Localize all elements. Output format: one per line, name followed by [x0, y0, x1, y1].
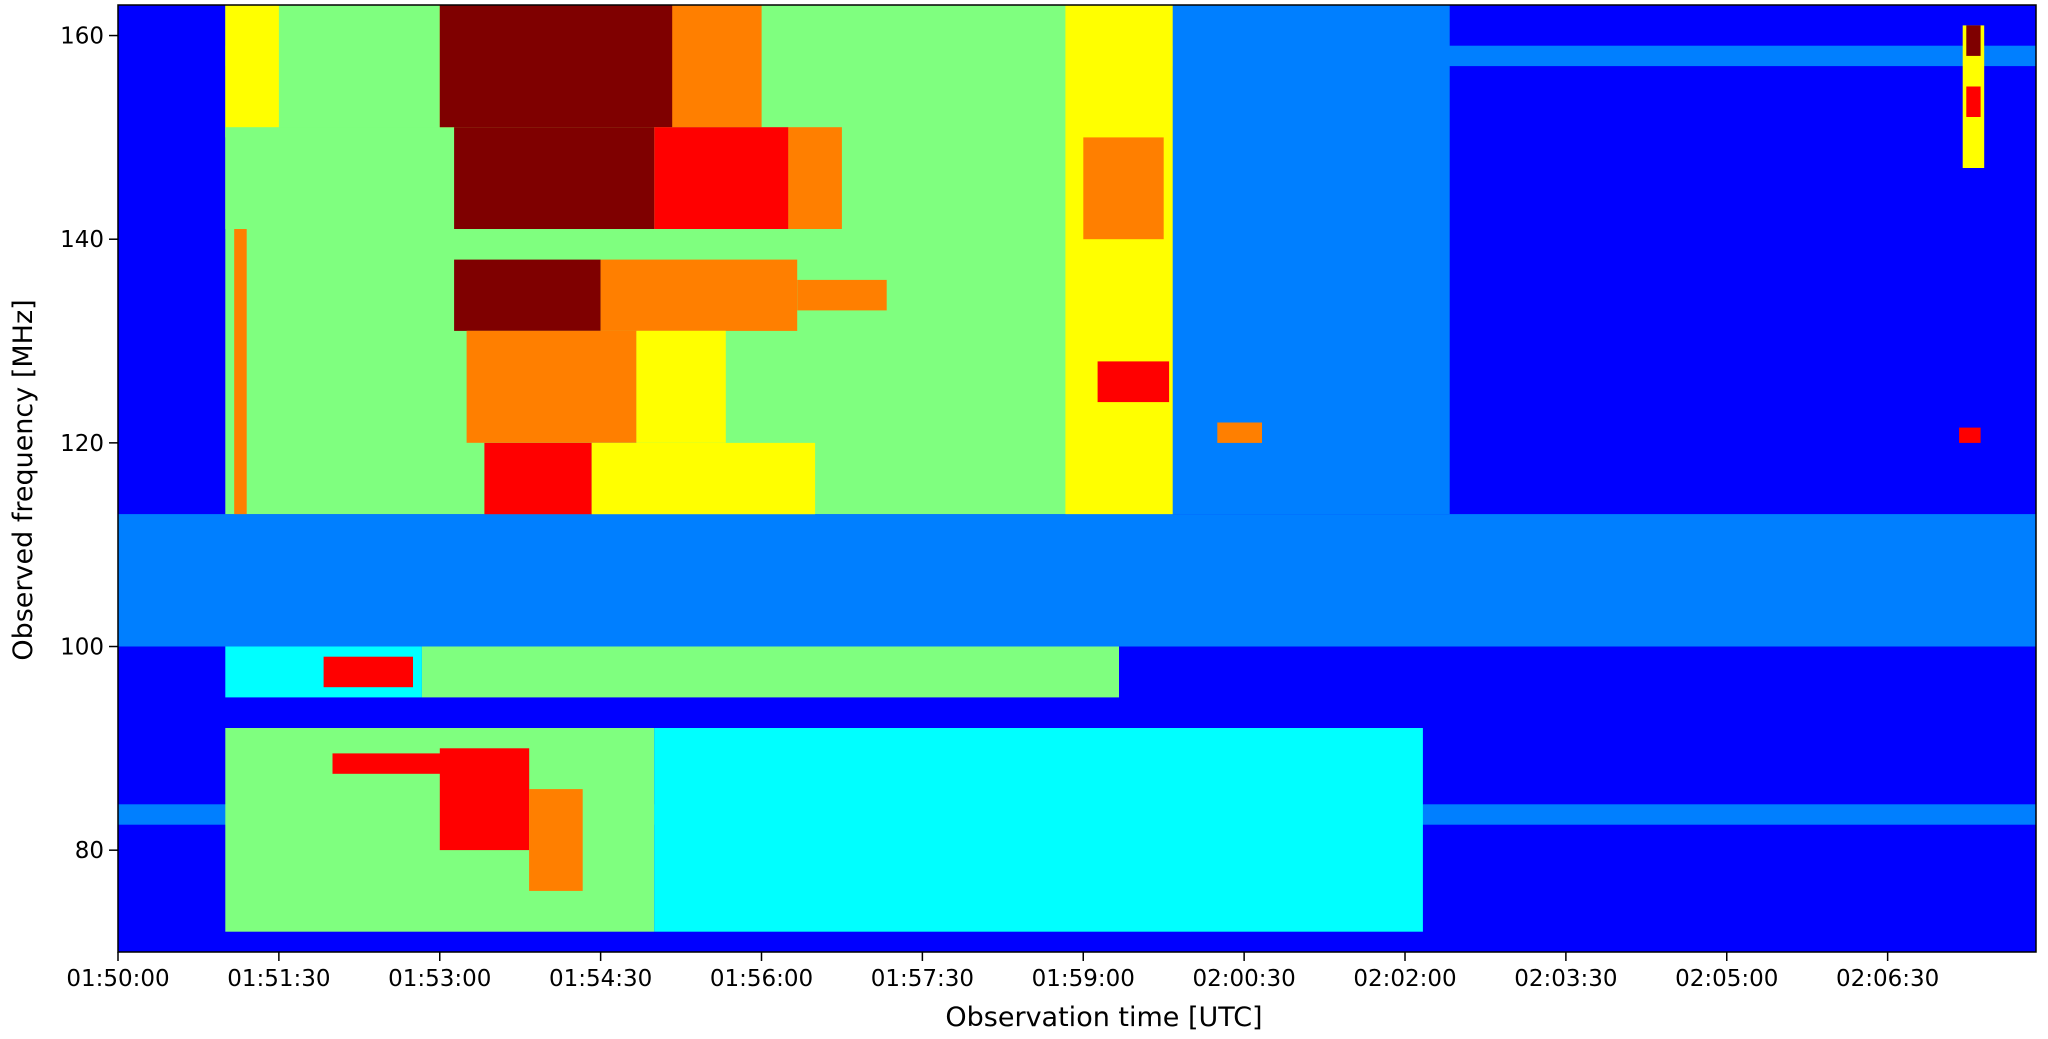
- emission-region: [788, 127, 842, 229]
- x-tick-label: 01:50:00: [66, 966, 169, 992]
- emission-region: [484, 442, 592, 515]
- x-tick-label: 01:51:30: [227, 966, 330, 992]
- y-tick-label: 100: [60, 635, 104, 661]
- x-axis-label: Observation time [UTC]: [945, 1002, 1262, 1033]
- x-tick-label: 01:57:30: [871, 966, 974, 992]
- emission-region: [1065, 5, 1173, 515]
- emission-region: [1966, 86, 1981, 117]
- y-axis-label: Observed frequency [MHz]: [8, 299, 39, 660]
- x-tick-label: 02:02:00: [1353, 966, 1456, 992]
- plot-area: [118, 5, 2036, 952]
- emission-region: [439, 748, 530, 851]
- x-tick-label: 01:56:00: [710, 966, 813, 992]
- emission-region: [1083, 137, 1164, 240]
- emission-region: [591, 442, 816, 515]
- y-tick-label: 140: [60, 227, 104, 253]
- x-tick-label: 02:05:00: [1675, 966, 1778, 992]
- x-tick-label: 01:54:30: [549, 966, 652, 992]
- emission-region: [332, 753, 476, 774]
- emission-region: [118, 514, 2036, 647]
- emission-region: [654, 127, 789, 229]
- emission-region: [421, 646, 1119, 698]
- emission-region: [1966, 25, 1981, 56]
- y-axis: 80 100 120 140 160: [60, 24, 118, 864]
- emission-region: [1217, 422, 1262, 443]
- emission-region: [1097, 361, 1170, 403]
- emission-region: [323, 656, 413, 688]
- x-tick-label: 02:03:30: [1514, 966, 1617, 992]
- emission-region: [654, 728, 1191, 932]
- emission-region: [466, 330, 637, 443]
- x-tick-label: 02:00:30: [1192, 966, 1295, 992]
- emission-region: [454, 259, 601, 331]
- emission-region: [225, 127, 476, 229]
- emission-region: [225, 5, 279, 138]
- x-tick-label: 01:53:00: [388, 966, 491, 992]
- emission-region: [600, 259, 798, 331]
- emission-region: [636, 330, 726, 443]
- y-tick-label: 120: [60, 431, 104, 457]
- y-tick-label: 80: [75, 838, 104, 864]
- emission-region: [529, 789, 583, 891]
- emission-region: [797, 279, 887, 311]
- x-axis: 01:50:00 01:51:30 01:53:00 01:54:30 01:56:00…: [66, 952, 1939, 992]
- emission-region: [1172, 5, 1450, 515]
- emission-region: [439, 5, 673, 128]
- x-tick-label: 01:59:00: [1032, 966, 1135, 992]
- plot-frame: [117, 4, 2037, 953]
- emission-region: [1190, 728, 1423, 932]
- emission-region: [1959, 427, 1981, 443]
- emission-region: [454, 127, 655, 229]
- y-tick-label: 160: [60, 24, 104, 50]
- x-tick-label: 02:06:30: [1836, 966, 1939, 992]
